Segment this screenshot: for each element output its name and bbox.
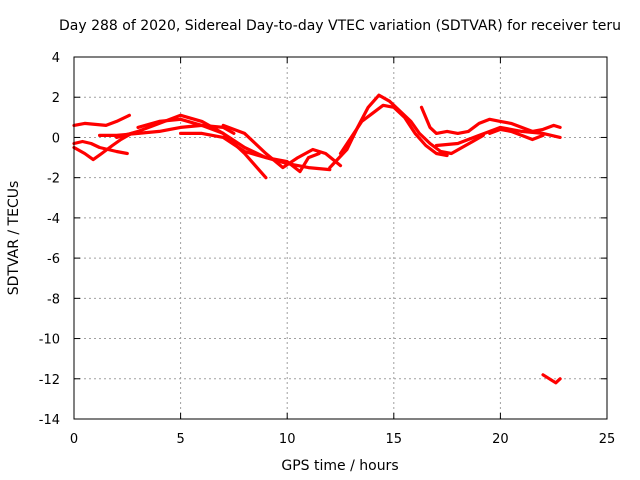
series-line-sat-l bbox=[434, 125, 562, 148]
y-tick-label: 0 bbox=[52, 131, 60, 146]
x-tick-label: 25 bbox=[599, 432, 616, 447]
y-tick-label: -4 bbox=[47, 212, 60, 227]
series-line-sat-m bbox=[466, 117, 562, 133]
x-tick-label: 15 bbox=[386, 432, 403, 447]
series-line-sat-o bbox=[541, 373, 562, 385]
y-tick-label: -6 bbox=[47, 252, 60, 267]
y-tick-label: -14 bbox=[39, 413, 60, 428]
grid bbox=[74, 57, 607, 419]
series-line-sat-b bbox=[72, 139, 129, 156]
series-line-sat-f bbox=[136, 117, 332, 172]
y-axis-label: SDTVAR / TECUs bbox=[6, 181, 22, 296]
series-line-sat-j bbox=[338, 103, 449, 158]
y-tick-label: -10 bbox=[39, 333, 60, 348]
x-tick-label: 20 bbox=[492, 432, 509, 447]
data-series bbox=[72, 93, 562, 385]
y-tick-label: 2 bbox=[52, 91, 60, 106]
x-tick-label: 5 bbox=[176, 432, 184, 447]
series-line-sat-n bbox=[488, 127, 545, 142]
y-tick-label: 4 bbox=[52, 51, 60, 66]
x-tick-label: 0 bbox=[70, 432, 78, 447]
x-tick-label: 10 bbox=[279, 432, 296, 447]
y-tick-label: -2 bbox=[47, 172, 60, 187]
y-tick-label: -12 bbox=[39, 373, 60, 388]
series-line-sat-k bbox=[419, 105, 470, 135]
series-line-sat-c bbox=[72, 131, 134, 162]
series-line-sat-g bbox=[179, 131, 321, 174]
x-axis-label: GPS time / hours bbox=[281, 458, 398, 474]
plot-frame bbox=[73, 56, 608, 420]
series-line-sat-h bbox=[221, 123, 343, 170]
chart-title: Day 288 of 2020, Sidereal Day-to-day VTE… bbox=[59, 18, 621, 34]
series-line-sat-a bbox=[72, 113, 131, 128]
y-tick-label: -8 bbox=[47, 292, 60, 307]
